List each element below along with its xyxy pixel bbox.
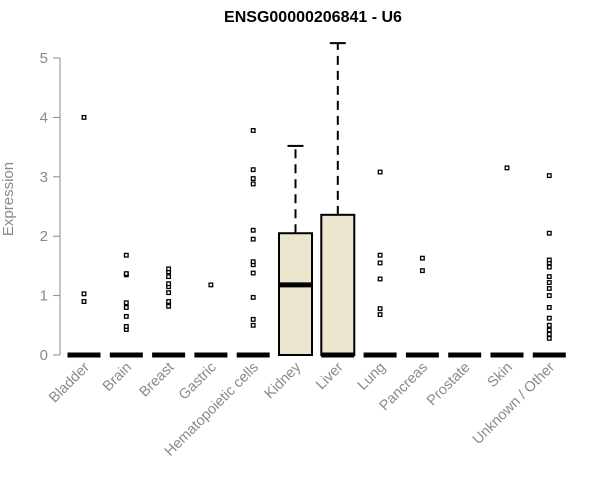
outlier-point [250, 128, 256, 133]
y-tick-label: 5 [40, 50, 48, 67]
y-tick-label: 0 [40, 347, 48, 364]
outlier-point [250, 236, 256, 242]
y-tick-label: 1 [40, 288, 48, 305]
outlier-point [504, 165, 510, 171]
x-tick-label: Liver [313, 359, 347, 393]
y-tick-label: 2 [40, 228, 48, 245]
outlier-point [377, 260, 383, 266]
outlier-point [123, 313, 129, 319]
x-tick-label: Prostate [424, 360, 473, 409]
box-hematopoietic-cells [236, 128, 270, 358]
box-lung [363, 169, 397, 358]
outlier-point [166, 281, 172, 287]
y-tick-label: 4 [40, 109, 48, 126]
outlier-point [250, 176, 256, 182]
box-liver [320, 42, 356, 358]
outlier-point [250, 259, 256, 265]
outlier-point [166, 290, 172, 296]
x-tick-label: Bladder [46, 359, 93, 406]
outlier-point [377, 252, 383, 258]
box-breast [152, 266, 186, 358]
outlier-point [208, 282, 214, 288]
outlier-point [250, 227, 256, 233]
box-gastric [194, 282, 228, 358]
outlier-point [377, 169, 383, 175]
outlier-point [546, 274, 552, 280]
outlier-point [250, 270, 256, 276]
outlier-point [377, 312, 383, 318]
outlier-point [250, 294, 256, 300]
outlier-point [250, 322, 256, 328]
x-tick-label: Lung [355, 360, 389, 394]
box-pancreas [405, 255, 439, 358]
x-tick-label: Breast [136, 360, 177, 401]
box-iqr [278, 232, 313, 356]
outlier-point [81, 291, 87, 297]
outlier-point [377, 306, 383, 312]
box-iqr [320, 213, 356, 356]
box-bladder [67, 114, 101, 358]
y-axis-label: Expression [0, 162, 17, 236]
box-skin [490, 165, 524, 358]
outlier-point [250, 316, 256, 322]
x-tick-label: Kidney [262, 359, 305, 402]
outlier-point [546, 286, 552, 291]
outlier-point [166, 274, 172, 280]
box-kidney [278, 144, 313, 356]
outlier-point [546, 335, 552, 341]
outlier-point [81, 114, 87, 120]
y-tick-label: 3 [40, 169, 48, 186]
outlier-point [250, 167, 256, 173]
box-group [67, 42, 566, 358]
outlier-point [250, 181, 256, 187]
chart-title: ENSG00000206841 - U6 [224, 9, 402, 26]
outlier-point [546, 305, 552, 310]
box-brain [109, 252, 143, 358]
outlier-point [123, 271, 129, 277]
outlier-point [546, 230, 552, 236]
outlier-point [123, 305, 129, 310]
outlier-point [546, 327, 552, 333]
outlier-point [546, 264, 552, 270]
outlier-point [123, 324, 129, 329]
outlier-point [123, 252, 129, 258]
outlier-point [166, 299, 172, 304]
box-unknown-other [532, 173, 566, 358]
outlier-point [419, 268, 425, 274]
x-tick-label: Unknown / Other [470, 359, 558, 447]
y-axis: 0 1 2 3 4 5 [40, 50, 61, 364]
outlier-point [81, 299, 87, 304]
outlier-point [546, 280, 552, 285]
x-tick-label: Skin [485, 360, 516, 391]
outlier-point [546, 173, 552, 179]
outlier-point [123, 300, 129, 306]
outlier-point [546, 293, 552, 299]
x-tick-label: Brain [100, 360, 135, 395]
outlier-point [546, 315, 552, 321]
outlier-point [546, 257, 552, 263]
outlier-point [546, 331, 552, 337]
outlier-point [546, 322, 552, 328]
outlier-point [377, 276, 383, 282]
outlier-point [166, 303, 172, 309]
outlier-point [166, 266, 172, 272]
outlier-point [419, 255, 425, 261]
